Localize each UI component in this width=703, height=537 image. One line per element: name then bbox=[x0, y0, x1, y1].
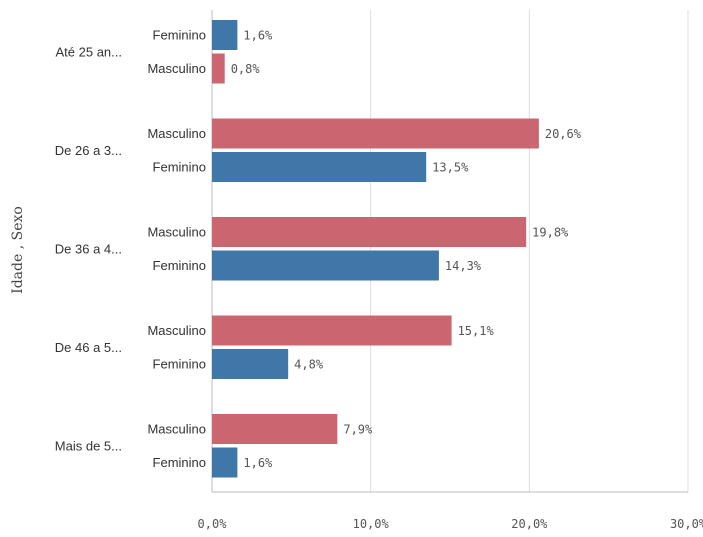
data-label: 14,3% bbox=[445, 259, 482, 273]
bar-feminino[interactable] bbox=[212, 250, 439, 281]
data-label: 19,8% bbox=[532, 226, 569, 240]
bar-category-label: Masculino bbox=[147, 323, 206, 338]
group-label: De 26 a 3... bbox=[55, 143, 122, 158]
data-label: 13,5% bbox=[432, 161, 469, 175]
data-label: 20,6% bbox=[545, 127, 582, 141]
bar-category-label: Feminino bbox=[153, 357, 206, 372]
bar-masculino[interactable] bbox=[212, 217, 527, 247]
bar-feminino[interactable] bbox=[212, 349, 289, 379]
x-axis: 0,0% 10,0% 20,0% 30,0% bbox=[198, 517, 703, 531]
labels: Até 25 an... Feminino 1,6% Masculino 0,8% De … bbox=[55, 28, 582, 471]
bar-category-label: Masculino bbox=[147, 61, 206, 76]
data-label: 0,8% bbox=[231, 62, 261, 76]
bar-category-label: Feminino bbox=[153, 28, 206, 43]
group-label: Até 25 an... bbox=[56, 44, 123, 59]
data-label: 1,6% bbox=[243, 29, 273, 43]
data-label: 7,9% bbox=[343, 423, 373, 437]
group-label: Mais de 5... bbox=[55, 438, 122, 453]
bars bbox=[212, 20, 539, 478]
bar-feminino[interactable] bbox=[212, 20, 238, 50]
bar-category-label: Feminino bbox=[153, 455, 206, 470]
bar-category-label: Masculino bbox=[147, 225, 206, 240]
bar-masculino[interactable] bbox=[212, 414, 338, 444]
bar-masculino[interactable] bbox=[212, 315, 452, 346]
bar-feminino[interactable] bbox=[212, 447, 238, 478]
grid bbox=[211, 10, 689, 493]
x-tick-label: 30,0% bbox=[670, 517, 703, 531]
bar-feminino[interactable] bbox=[212, 152, 427, 182]
bar-masculino[interactable] bbox=[212, 118, 539, 149]
bar-masculino[interactable] bbox=[212, 53, 225, 84]
data-label: 15,1% bbox=[458, 324, 495, 338]
y-axis-title: Idade , Sexo bbox=[10, 206, 26, 294]
x-tick-label: 20,0% bbox=[511, 517, 548, 531]
bar-category-label: Masculino bbox=[147, 422, 206, 437]
x-tick-label: 0,0% bbox=[198, 517, 228, 531]
bar-category-label: Feminino bbox=[153, 258, 206, 273]
group-label: De 46 a 5... bbox=[55, 340, 122, 355]
group-label: De 36 a 4... bbox=[55, 241, 122, 256]
data-label: 4,8% bbox=[294, 358, 324, 372]
bar-category-label: Feminino bbox=[153, 160, 206, 175]
data-label: 1,6% bbox=[243, 456, 273, 470]
bar-category-label: Masculino bbox=[147, 126, 206, 141]
x-tick-label: 10,0% bbox=[353, 517, 390, 531]
